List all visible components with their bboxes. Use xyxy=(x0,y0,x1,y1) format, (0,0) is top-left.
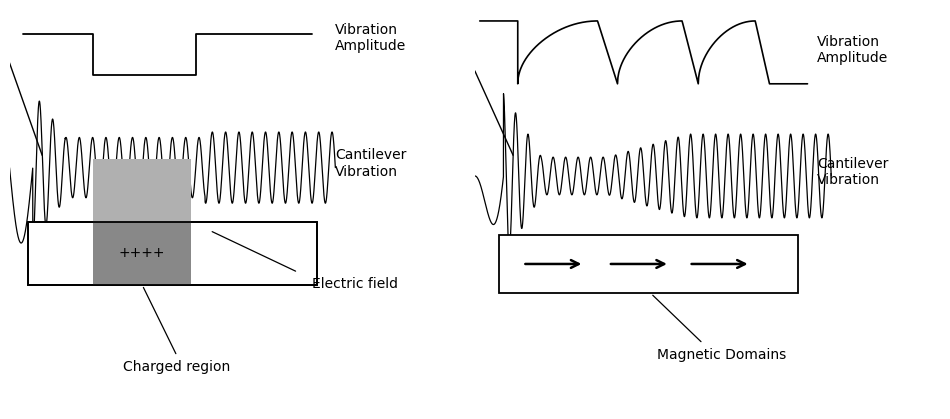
Bar xyxy=(28,222,316,285)
Text: Vibration
Amplitude: Vibration Amplitude xyxy=(335,23,407,53)
Text: Cantilever
Vibration: Cantilever Vibration xyxy=(817,157,888,187)
Bar xyxy=(28,222,316,285)
Text: ++++: ++++ xyxy=(119,246,165,261)
Text: Vibration
Amplitude: Vibration Amplitude xyxy=(817,35,888,65)
Text: Magnetic Domains: Magnetic Domains xyxy=(657,348,787,362)
Bar xyxy=(499,235,798,293)
Bar xyxy=(93,159,191,222)
Text: Charged region: Charged region xyxy=(124,360,231,374)
Text: Electric field: Electric field xyxy=(312,277,398,290)
Text: Cantilever
Vibration: Cantilever Vibration xyxy=(335,148,407,178)
Bar xyxy=(93,222,191,285)
